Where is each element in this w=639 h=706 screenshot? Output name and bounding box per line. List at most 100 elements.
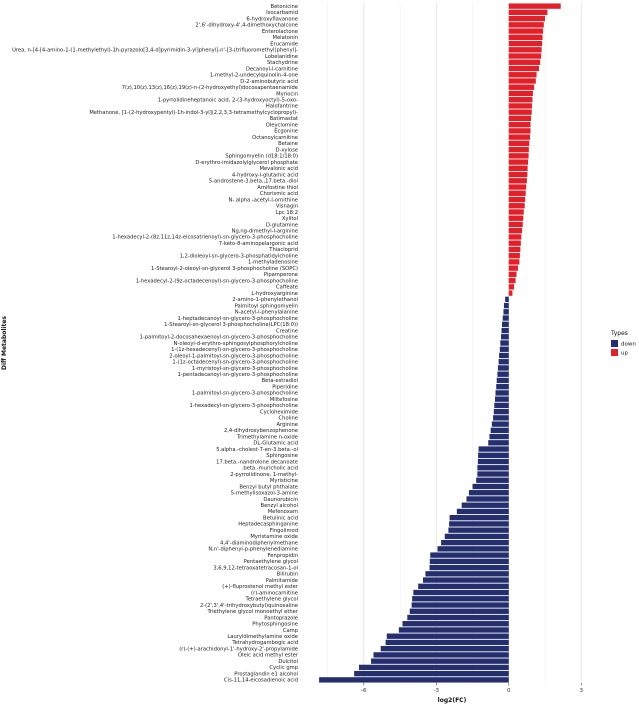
y-tick-label: 1-palmitoyl-sn-glycero-3-phosphocholine (192, 391, 298, 397)
bar-down (476, 477, 509, 483)
y-tick-label: Pantoprazole (264, 615, 298, 621)
y-tick-label: D-glutamine (266, 222, 298, 228)
y-tick-label: (+)-fluprostenol methyl ester (222, 584, 299, 590)
bar-down (494, 402, 509, 409)
y-tick-label: D-erythro-imidazolylglycerol phosphate (195, 160, 298, 166)
bar-up (508, 9, 548, 16)
bar-down (495, 396, 509, 402)
bar-up (508, 121, 531, 128)
y-tick-label: 4,4'-diaminodiphenylmethane (220, 540, 298, 546)
y-tick-label: Mefenoxam (268, 509, 298, 515)
y-tick-label: Cycloheximide (260, 409, 298, 415)
bar-up (508, 159, 529, 165)
y-tick-label: Lauryldimethylamine oxide (227, 634, 298, 640)
y-tick-label: Amifostine thiol (257, 185, 298, 191)
bar-up (508, 103, 532, 109)
y-tick-label: Pipamperone (264, 272, 298, 278)
bar-down (468, 490, 509, 496)
bar-down (413, 589, 509, 596)
bar-down (477, 458, 509, 465)
bar-up (508, 40, 543, 47)
bar-down (441, 539, 509, 546)
bar-up (508, 259, 520, 265)
bar-down (429, 564, 509, 571)
y-tick-label: N-.alpha.-acetyl-l-ornithine (228, 197, 298, 203)
y-tick-label: Betulinic acid (263, 515, 298, 521)
y-tick-label: Lpc 18:2 (276, 210, 298, 216)
y-tick-label: 3,6,9,12-tetraoxatetracosan-1-ol (213, 565, 298, 571)
y-tick-label: .beta.-muricholic acid (242, 466, 298, 472)
y-tick-label: 4-hydroxy-l-glutamic acid (232, 172, 298, 178)
bar-down (411, 602, 509, 608)
bar-down (386, 633, 509, 639)
y-tick-label: 1-palmitoyl-2-docosahexaenoyl-sn-glycero… (140, 335, 298, 341)
y-tick-label: 1-Stearoyl-2-oleoyl-sn-glycerol 3-phosph… (151, 266, 298, 272)
bar-up (508, 178, 527, 184)
bar-down (398, 627, 509, 633)
y-tick-label: 1-hexadecyl-sn-glycero-3-phosphocholine (190, 403, 298, 409)
y-tick-label: Benzyl alcohol (261, 503, 298, 509)
y-tick-label: 17.beta.-nandrolone decanoate (216, 459, 298, 465)
bar-down (418, 583, 509, 589)
bar-down (495, 390, 509, 396)
bar-up (508, 109, 532, 115)
y-tick-label: 1-methyladenosine (248, 260, 298, 266)
y-tick-label: 2-pyrrolidinone, 1-methyl- (230, 472, 298, 478)
bar-down (466, 496, 509, 502)
bar-down (437, 546, 509, 552)
bar-up (508, 252, 520, 259)
bar-down (501, 334, 509, 340)
bar-down (478, 446, 509, 452)
y-tick-label: Oleyclomine (266, 122, 298, 128)
bar-down (503, 309, 509, 315)
y-tick-label: L-hydroxyarginine (251, 291, 298, 297)
y-tick-label: Mevalonic acid (259, 166, 298, 172)
y-tick-label: DL-Glutamic acid (253, 441, 298, 447)
bar-down (423, 577, 509, 583)
bar-up (508, 22, 544, 28)
y-tick-label: Arginine (276, 422, 298, 428)
bar-down (448, 527, 509, 533)
x-tick-label: 0 (507, 688, 511, 694)
bar-down (407, 614, 509, 621)
bar-down (503, 302, 509, 309)
bar-up (508, 240, 521, 246)
y-tick-label: Ng,ng-dimethyl-l-arginine (232, 229, 298, 235)
y-tick-label: Pentaethylene glycol (244, 559, 298, 565)
y-tick-label: 7-keto-8-aminopelargonic acid (219, 241, 298, 247)
y-tick-label: Phytosphingosine (252, 622, 298, 628)
bar-up (508, 203, 525, 209)
y-tick-label: 5.alpha.-cholest-7-en-3.beta.-ol (216, 447, 298, 453)
y-tick-label: 1-(1z-hexadecenyl)-sn-glycero-3-phosphoc… (171, 347, 298, 353)
y-tick-label: Camp (283, 628, 299, 634)
y-tick-label: Decanoyl-l-carnitine (246, 66, 298, 72)
bar-down (449, 514, 509, 521)
y-tick-label: 2-amino-1-phenylethanol (232, 297, 298, 303)
legend-swatch-down (611, 340, 618, 347)
bar-up (508, 72, 537, 78)
bar-up (508, 78, 536, 84)
y-tick-label: Bilirubin (277, 572, 298, 578)
y-axis-title: Diff Metabolites (1, 316, 8, 370)
bar-up (508, 209, 524, 215)
y-tick-label: Benzyl butyl phthalate (239, 484, 298, 490)
y-tick-label: Creatine (276, 328, 298, 334)
bar-down (502, 315, 509, 321)
bar-up (508, 3, 561, 9)
bar-down (501, 327, 509, 334)
x-tick-label: -6 (361, 688, 367, 694)
y-tick-label: Sphingosine (266, 453, 298, 459)
bar-down (500, 340, 509, 346)
y-tick-label: Chorismic acid (260, 191, 298, 197)
y-tick-label: Xylitol (282, 216, 298, 222)
y-tick-label: Triethylene glycol monoethyl ether (207, 609, 299, 615)
x-tick-labels: -6 -3 0 3 (361, 683, 584, 694)
y-tick-label: Batimastat (270, 116, 298, 122)
bar-up (508, 153, 529, 159)
y-tick-label: Ecgonine (274, 129, 298, 135)
y-tick-label: Daunorubicin (263, 497, 298, 503)
bar-up (508, 53, 542, 59)
y-tick-label: Choline (279, 416, 298, 422)
bar-up (508, 59, 541, 65)
